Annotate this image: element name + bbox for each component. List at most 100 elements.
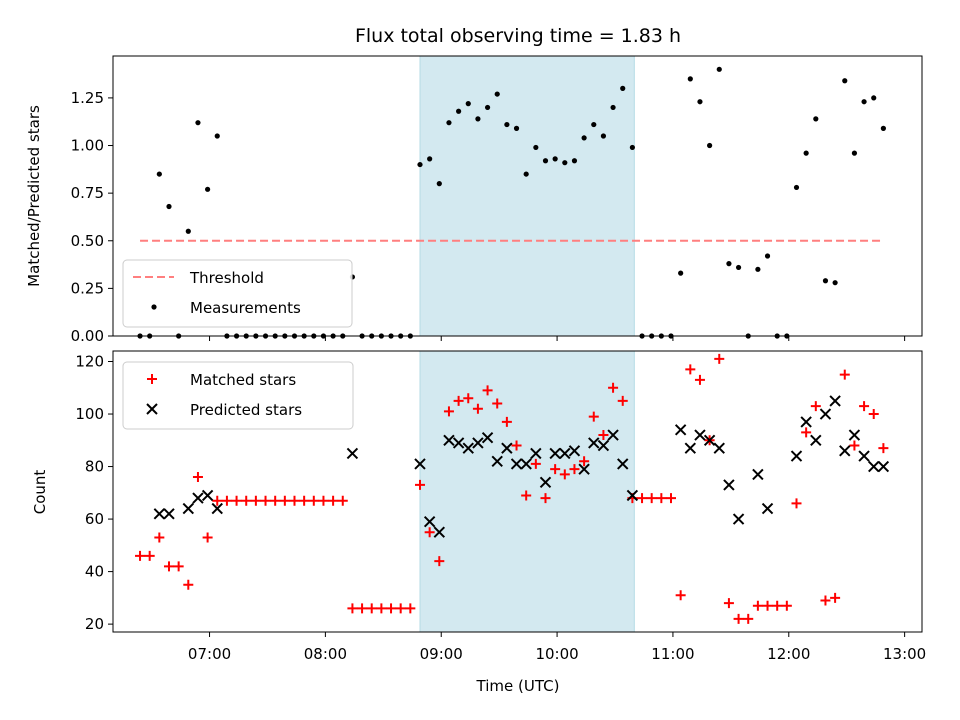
predicted-stars-point <box>674 424 687 436</box>
matched-stars-point <box>163 561 174 572</box>
matched-stars-point <box>376 603 387 614</box>
measurement-point <box>523 171 529 177</box>
matched-stars-point <box>270 495 281 506</box>
predicted-stars-point <box>578 463 590 475</box>
matched-stars-point <box>598 430 609 441</box>
top-legend-box <box>122 259 353 328</box>
predicted-stars-point <box>182 502 195 515</box>
matched-stars-point <box>463 393 474 404</box>
top-panel: 0.00 0.25 0.50 0.75 1.00 1.25 Threshold Measure… <box>71 55 923 345</box>
matched-stars-point <box>569 464 580 475</box>
measurement-point <box>533 144 539 151</box>
measurements-legend-swatch <box>151 304 157 310</box>
measurement-point <box>629 144 635 151</box>
predicted-stars-point <box>414 458 426 470</box>
measurement-point <box>427 156 433 162</box>
bottom-y-tick-label: 20 <box>85 615 104 633</box>
measurement-point <box>195 120 201 126</box>
bottom-x-tick-label: 13:00 <box>883 645 926 663</box>
bottom-y-tick-label: 100 <box>75 405 104 423</box>
matched-stars-point <box>318 495 329 506</box>
matched-stars-point <box>723 598 734 609</box>
matched-stars-point <box>472 403 483 414</box>
measurement-point <box>484 104 491 111</box>
matched-stars-point <box>839 369 850 380</box>
measurement-point <box>205 186 211 192</box>
matched-stars-point <box>492 398 503 409</box>
matched-stars-point <box>279 495 290 506</box>
matched-stars-point <box>656 493 667 504</box>
matched-stars-point <box>231 495 242 506</box>
matched-stars-point <box>685 364 696 375</box>
matched-stars-point <box>878 443 889 454</box>
measurement-point <box>475 116 481 122</box>
predicted-stars-point <box>443 434 455 446</box>
predicted-stars-point <box>472 437 484 449</box>
top-y-tick-label: 0.75 <box>71 184 104 202</box>
bottom-x-tick-label: 12:00 <box>767 645 810 663</box>
matched-stars-point <box>183 579 194 590</box>
predicted-stars-point <box>433 526 446 538</box>
matched-stars-point <box>521 490 532 501</box>
predicted-stars-point <box>346 447 359 460</box>
bottom-y-tick-label: 40 <box>85 563 104 581</box>
matched-stars-point <box>308 495 319 506</box>
matched-stars-point <box>675 590 686 601</box>
top-legend: Threshold Measurements <box>122 259 353 328</box>
predicted-stars-legend-swatch <box>146 403 158 415</box>
predicted-stars-point <box>848 429 861 441</box>
matched-stars-point <box>617 395 628 406</box>
top-y-tick-label: 0.50 <box>71 232 104 250</box>
matched-stars-point <box>752 600 763 611</box>
matched-stars-point <box>154 532 165 543</box>
matched-stars-point <box>192 472 203 483</box>
matched-stars-point <box>357 603 368 614</box>
measurement-point <box>678 270 684 276</box>
matched-stars-point <box>637 493 648 504</box>
measurement-point <box>600 133 607 139</box>
predicted-stars-point <box>723 479 735 491</box>
matched-stars-point <box>405 603 416 614</box>
matched-stars-point <box>453 395 464 406</box>
measurement-point <box>542 158 549 164</box>
matched-stars-point <box>395 603 406 614</box>
measurement-point <box>465 101 471 107</box>
matched-stars-point <box>299 495 310 506</box>
matched-stars-point <box>386 603 397 614</box>
predicted-stars-point <box>810 434 822 446</box>
measurement-point <box>735 264 742 271</box>
x-axis-label: Time (UTC) <box>476 677 560 695</box>
matched-stars-point <box>501 416 512 427</box>
measurement-point <box>755 266 761 272</box>
measurement-point <box>581 135 587 141</box>
predicted-stars-point <box>559 447 571 460</box>
matched-stars-point <box>849 440 860 451</box>
bottom-x-tick-label: 08:00 <box>304 645 347 663</box>
measurement-point <box>832 280 838 286</box>
matched-stars-point <box>424 527 435 538</box>
measurement-point <box>871 95 877 101</box>
predicted-stars-point <box>501 442 513 454</box>
top-y-tick-label: 1.25 <box>71 89 104 107</box>
top-y-tick-label: 1.00 <box>71 137 104 155</box>
predicted-stars-point <box>877 460 890 473</box>
predicted-stars-point <box>588 437 600 449</box>
bottom-x-tick-label: 11:00 <box>651 645 694 663</box>
matched-stars-point <box>414 479 425 490</box>
measurement-point <box>504 121 510 128</box>
matched-stars-point <box>781 600 792 611</box>
matched-stars-point <box>173 561 184 572</box>
measurement-point <box>156 171 162 177</box>
measurement-point <box>571 158 578 164</box>
measurement-point <box>494 91 500 97</box>
matched-stars-point <box>347 603 358 614</box>
measurement-point <box>610 104 616 111</box>
predicted-stars-legend-label: Predicted stars <box>190 401 302 419</box>
predicted-stars-point <box>684 442 697 454</box>
predicted-stars-point <box>510 458 523 470</box>
measurement-point <box>552 156 558 162</box>
predicted-stars-point <box>819 408 832 420</box>
measurement-point <box>166 203 172 210</box>
predicted-stars-point <box>617 458 629 470</box>
matched-stars-point <box>830 592 841 603</box>
